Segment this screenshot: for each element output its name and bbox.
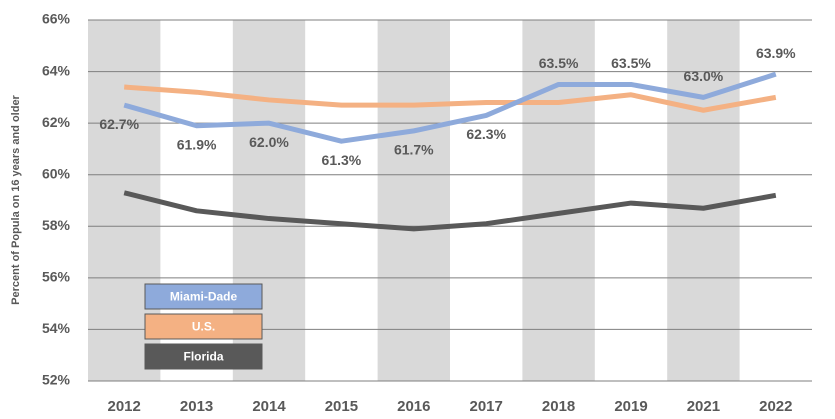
data-label: 61.9% — [177, 136, 217, 152]
data-label: 63.5% — [539, 55, 579, 71]
x-tick-label: 2015 — [325, 398, 358, 415]
x-tick-label: 2021 — [687, 398, 720, 415]
x-tick-label: 2014 — [252, 398, 286, 415]
y-tick-label: 66% — [42, 11, 71, 27]
legend-swatch — [144, 313, 263, 340]
data-label: 63.5% — [611, 55, 651, 71]
data-label: 61.3% — [322, 152, 362, 168]
y-tick-label: 52% — [42, 372, 71, 388]
band-shade — [667, 20, 740, 381]
y-axis-label: Percent of Popula on 16 years and older — [10, 94, 22, 304]
x-tick-label: 2013 — [180, 398, 213, 415]
x-tick-label: 2017 — [470, 398, 503, 415]
y-tick-label: 64% — [42, 62, 71, 78]
series-line — [123, 190, 777, 232]
legend-item: U.S. — [144, 313, 263, 340]
band-shade — [522, 20, 595, 381]
y-tick-label: 58% — [42, 217, 71, 233]
legend-swatch — [144, 343, 263, 370]
x-tick-label: 2019 — [614, 398, 647, 415]
data-label: 63.0% — [684, 68, 724, 84]
y-tick-label: 60% — [42, 165, 71, 181]
band-shade — [377, 20, 450, 381]
x-tick-label: 2012 — [108, 398, 141, 415]
x-tick-label: 2018 — [542, 398, 575, 415]
y-tick-label: 54% — [42, 320, 71, 336]
legend-label: Miami-Dade — [170, 290, 238, 304]
data-label: 63.9% — [756, 45, 796, 61]
legend-item: Florida — [144, 343, 263, 370]
data-label: 62.7% — [99, 116, 139, 132]
legend-label: U.S. — [192, 320, 215, 334]
data-label: 62.3% — [466, 126, 506, 142]
series-line — [123, 71, 777, 144]
data-label: 62.0% — [249, 134, 289, 150]
data-label: 61.7% — [394, 142, 434, 158]
series-line — [124, 84, 777, 113]
legend-label: Florida — [183, 350, 223, 364]
legend-swatch — [144, 283, 263, 310]
x-tick-label: 2022 — [759, 398, 792, 415]
legend-item: Miami-Dade — [144, 283, 263, 310]
x-tick-label: 2016 — [397, 398, 430, 415]
y-tick-label: 62% — [42, 114, 71, 130]
y-tick-label: 56% — [42, 269, 71, 285]
